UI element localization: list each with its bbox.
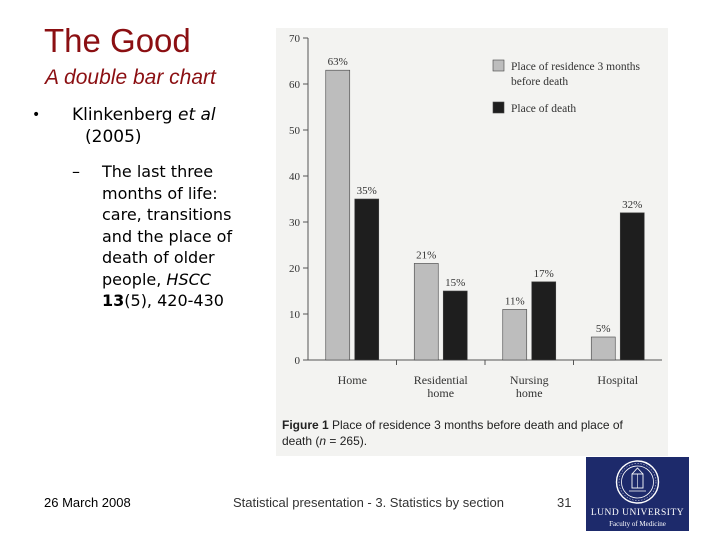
citation-journal: HSCC [166,269,211,289]
bar-data-label: 15% [445,277,465,289]
citation-line: 13(5), 420-430 [102,290,252,312]
logo-text: LUND UNIVERSITY Faculty of Medicine [586,508,689,530]
citation-line: and the place of [102,226,233,246]
bar-data-label: 17% [534,268,554,280]
y-tick-label: 60 [289,79,301,91]
university-seal-icon [615,460,660,504]
reference-text: Klinkenberg et al (2005) [72,104,272,148]
logo-university-name: LUND UNIVERSITY [590,508,685,518]
reference-et-al: et al [177,105,216,125]
figure-caption-line-2: death (n = 265). [282,434,367,448]
x-tick-label: Nursing [510,373,549,387]
y-tick-label: 70 [289,33,301,45]
citation-line: The last three [102,162,214,181]
bar-data-label: 11% [505,295,525,307]
reference-year: (2005) [85,127,142,147]
footer-date: 26 March 2008 [44,495,131,510]
bullet-reference: • Klinkenberg et al (2005) [32,104,272,148]
y-tick-label: 50 [289,125,301,137]
double-bar-chart: 0 10 20 30 40 50 60 70 63% 35% Home 21% 15% Residenti… [282,33,662,448]
bar-data-label: 32% [622,199,642,211]
x-tick-label: Residential [414,373,469,387]
bar [531,281,557,361]
y-tick-label: 40 [289,171,301,183]
reference-authors: Klinkenberg [72,105,178,125]
legend-swatch [492,101,505,114]
bar-data-label: 21% [416,249,436,261]
slide-subtitle: A double bar chart [45,66,216,89]
bar [590,336,616,361]
figure-panel: 0 10 20 30 40 50 60 70 63% 35% Home 21% 15% Residenti… [276,28,668,456]
citation-volume: 13 [102,291,125,310]
bar-data-label: 35% [357,185,377,197]
legend-swatch [492,59,505,72]
y-tick-label: 0 [295,355,301,367]
bar-data-label: 5% [596,323,611,335]
university-logo: LUND UNIVERSITY Faculty of Medicine [586,457,689,531]
bullet-marker: • [32,107,41,123]
bar [325,69,351,361]
bar [619,212,645,361]
y-tick-label: 10 [289,309,301,321]
bar-data-label: 63% [328,56,348,68]
citation-line: people, HSCC [102,269,252,291]
legend-label: Place of death [511,103,576,115]
page-number: 31 [557,495,572,510]
citation-pages: (5), 420-430 [124,291,224,310]
bar [502,309,528,361]
figure-caption-line-1: Figure 1 Place of residence 3 months bef… [282,418,624,432]
bar [442,290,468,361]
x-tick-label: home [427,386,454,400]
slide-title: The Good [44,22,191,59]
bar [413,263,439,361]
citation-text: The last three months of life: care, tra… [102,161,252,312]
legend-label: before death [511,76,568,88]
footer-title: Statistical presentation - 3. Statistics… [233,495,504,510]
y-tick-label: 20 [289,263,301,275]
bar [354,198,380,361]
x-tick-label: home [516,386,543,400]
citation-line: death of older [102,248,215,267]
x-tick-label: Home [338,373,367,387]
legend-label: Place of residence 3 months [511,61,641,73]
sub-bullet-marker: – [72,162,80,181]
y-tick-label: 30 [289,217,301,229]
logo-faculty: Faculty of Medicine [609,520,666,528]
citation-people: people, [102,269,167,289]
sub-bullet-citation: – The last three months of life: care, t… [72,161,252,312]
citation-line: care, transitions [102,205,232,224]
citation-line: months of life: [102,183,218,203]
x-tick-label: Hospital [597,373,638,387]
